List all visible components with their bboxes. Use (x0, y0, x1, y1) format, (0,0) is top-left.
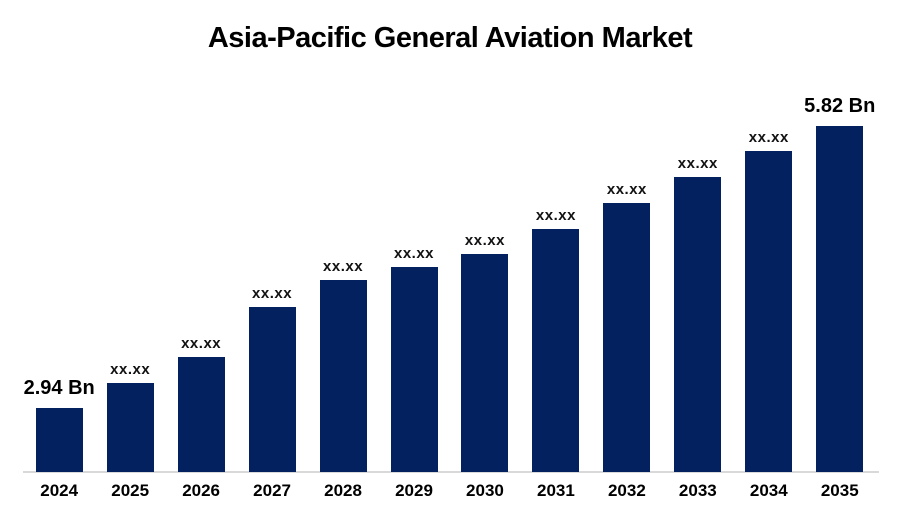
bar-2035 (816, 126, 864, 472)
x-tick-label-2034: 2034 (749, 481, 788, 500)
bar-value-label-2026: xx.xx (181, 335, 222, 352)
x-tick-label-2026: 2026 (182, 481, 221, 500)
x-tick-label-2027: 2027 (253, 481, 291, 500)
bar-value-label-2028: xx.xx (323, 258, 364, 275)
bar-value-label-2031: xx.xx (535, 207, 576, 224)
x-tick-label-2024: 2024 (40, 481, 79, 500)
bar-value-label-2035: 5.82 Bn (804, 95, 876, 117)
bar-value-label-2024: 2.94 Bn (23, 377, 95, 399)
chart-title: Asia-Pacific General Aviation Market (207, 22, 693, 54)
x-axis-line (23, 471, 879, 473)
bar-2026 (177, 357, 225, 472)
bar-2028 (319, 280, 367, 472)
bar-2024 (35, 408, 83, 472)
bar-value-label-2027: xx.xx (252, 285, 293, 302)
bar-2033 (674, 177, 722, 472)
x-tick-label-2028: 2028 (324, 481, 362, 500)
bar-value-label-2030: xx.xx (464, 232, 505, 249)
bar-2025 (106, 383, 154, 472)
x-tick-label-2025: 2025 (111, 481, 150, 500)
x-tick-label-2031: 2031 (536, 481, 575, 500)
bar-2034 (745, 151, 793, 472)
x-tick-label-2032: 2032 (607, 481, 646, 500)
bar-value-label-2025: xx.xx (110, 361, 151, 378)
bar-value-label-2029: xx.xx (393, 245, 435, 262)
bar-value-label-2034: xx.xx (748, 129, 789, 146)
x-tick-label-2035: 2035 (820, 481, 859, 500)
x-tick-label-2029: 2029 (395, 481, 433, 500)
bar-2027 (248, 307, 296, 472)
x-tick-label-2033: 2033 (678, 481, 717, 500)
bar-value-label-2033: xx.xx (677, 155, 718, 172)
bar-2029 (390, 267, 438, 472)
bar-2032 (603, 203, 651, 472)
bar-2031 (532, 229, 580, 472)
bar-2030 (461, 254, 509, 472)
x-tick-label-2030: 2030 (466, 481, 504, 500)
bar-value-label-2032: xx.xx (606, 181, 647, 198)
